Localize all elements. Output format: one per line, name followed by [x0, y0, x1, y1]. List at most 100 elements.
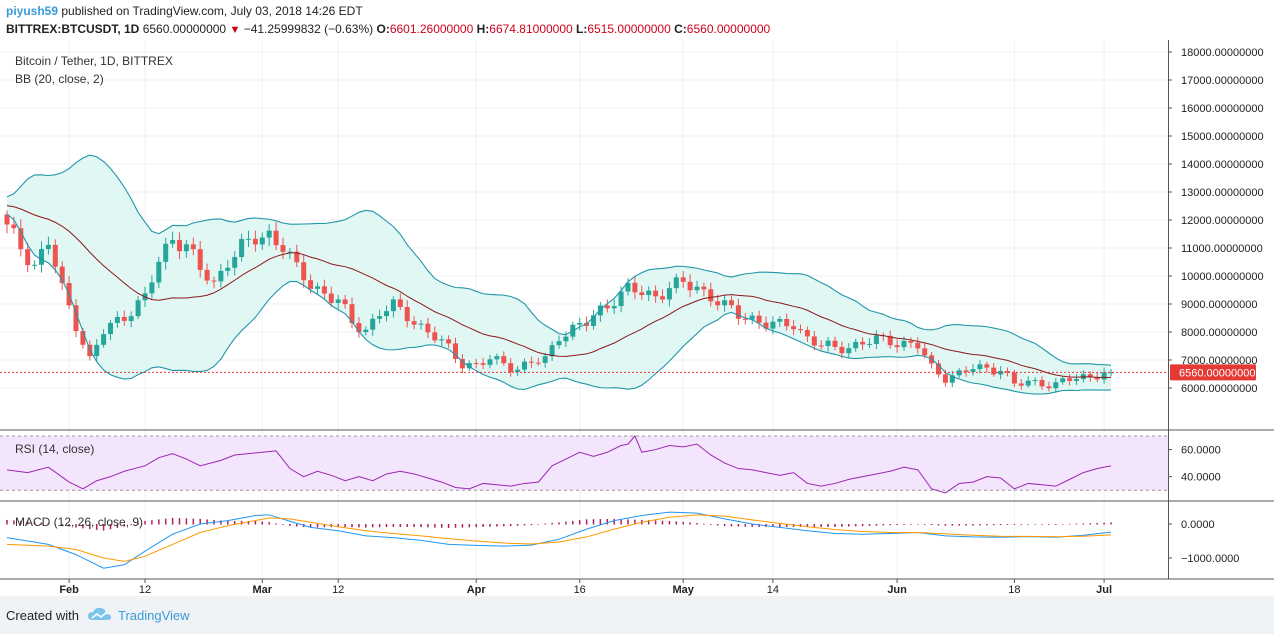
- low-label: L:: [576, 22, 588, 36]
- candle-body: [349, 304, 355, 324]
- price-tick-label: 10000.00000000: [1181, 271, 1264, 283]
- tradingview-cloud-icon[interactable]: [87, 606, 113, 624]
- candle-body: [756, 315, 762, 323]
- candle-body: [1046, 386, 1052, 389]
- candle-body: [528, 361, 534, 363]
- x-tick-label: 16: [574, 584, 586, 596]
- candle-body: [1011, 372, 1017, 384]
- candle-body: [839, 346, 845, 354]
- last-price-tag-label: 6560.00000000: [1179, 367, 1255, 379]
- open-label: O:: [376, 22, 390, 36]
- close-label: C:: [674, 22, 687, 36]
- price-tick-label: 13000.00000000: [1181, 187, 1264, 199]
- x-axis-labels: Feb 12 Mar 12 Apr 16 May 14 Jun 18 Jul: [59, 579, 1112, 596]
- candle-body: [873, 335, 879, 344]
- candle-body: [963, 370, 969, 372]
- chart-canvas[interactable]: 18000.00000000 17000.00000000 16000.000000…: [0, 40, 1274, 596]
- candle-body: [508, 363, 514, 372]
- candle-body: [515, 369, 521, 372]
- candle-body: [894, 345, 900, 348]
- last-price-text: 6560.00000000: [142, 22, 227, 36]
- candle-body: [308, 280, 314, 289]
- price-tick-label: 11000.00000000: [1181, 243, 1263, 255]
- close-value: 6560.00000000: [686, 22, 771, 36]
- candle-body: [1005, 370, 1010, 373]
- candle-body: [915, 342, 921, 349]
- candle-body: [1018, 383, 1024, 386]
- candle-body: [466, 363, 472, 369]
- macd-tick-label: −1000.0000: [1181, 553, 1239, 565]
- candle-body: [211, 280, 217, 282]
- candle-body: [418, 323, 424, 325]
- candle-body: [646, 290, 652, 296]
- candle-body: [335, 299, 341, 303]
- candle-body: [936, 363, 941, 375]
- x-tick-label: 12: [332, 584, 344, 596]
- candle-body: [73, 305, 79, 332]
- candle-body: [618, 291, 624, 307]
- candle-body: [135, 300, 141, 317]
- bollinger-fill: [7, 155, 1111, 395]
- candle-body: [259, 237, 265, 245]
- candle-body: [522, 361, 527, 370]
- candle-body: [294, 251, 300, 263]
- candle-body: [1039, 380, 1045, 387]
- candle-body: [825, 340, 831, 346]
- rsi-tick-label: 60.0000: [1181, 445, 1221, 457]
- candle-body: [501, 356, 507, 364]
- candle-body: [315, 286, 320, 289]
- candle-body: [121, 316, 127, 321]
- candle-body: [252, 238, 258, 245]
- candle-body: [163, 243, 169, 262]
- x-tick-label: Feb: [59, 584, 79, 596]
- candle-body: [922, 348, 928, 356]
- candle-body: [4, 214, 10, 225]
- candle-body: [729, 300, 734, 306]
- macd-tick-label: 0.0000: [1181, 519, 1215, 531]
- price-tick-label: 7000.00000000: [1181, 355, 1257, 367]
- macd-legend: MACD (12, 26, close, 9): [15, 515, 143, 529]
- high-value: 6674.81000000: [489, 22, 573, 36]
- candle-body: [404, 306, 410, 322]
- candle-body: [446, 339, 452, 344]
- candle-body: [328, 293, 334, 303]
- candle-body: [591, 315, 596, 326]
- candle-body: [52, 244, 58, 267]
- candle-body: [853, 341, 859, 349]
- candle-body: [860, 341, 866, 345]
- high-label: H:: [476, 22, 490, 36]
- candle-body: [190, 244, 196, 250]
- candle-body: [577, 322, 583, 325]
- candle-body: [694, 286, 700, 291]
- candle-body: [563, 336, 569, 342]
- price-tick-label: 16000.00000000: [1181, 103, 1264, 115]
- candle-body: [473, 363, 479, 365]
- candle-body: [45, 244, 51, 250]
- candle-body: [273, 230, 279, 246]
- publish-text: published on TradingView.com, July 03, 2…: [58, 4, 363, 18]
- candle-body: [280, 245, 286, 252]
- bollinger-basis-line: [6, 205, 1112, 379]
- candle-body: [439, 339, 445, 341]
- candle-body: [301, 262, 307, 281]
- candle-body: [480, 363, 486, 365]
- candle-body: [535, 362, 541, 364]
- candle-body: [94, 344, 100, 357]
- x-tick-label: 12: [139, 584, 151, 596]
- candle-body: [32, 264, 38, 266]
- candle-body: [487, 359, 493, 365]
- symbol-title: Bitcoin / Tether, 1D, BITTREX: [15, 54, 173, 68]
- candle-body: [453, 343, 458, 359]
- author-link[interactable]: piyush59: [6, 4, 59, 18]
- rsi-line: [6, 435, 1112, 494]
- candle-body: [101, 334, 107, 345]
- candle-body: [942, 374, 948, 383]
- x-tick-label: 14: [767, 584, 779, 596]
- price-tick-label: 8000.00000000: [1181, 327, 1257, 339]
- chart-header: piyush59 published on TradingView.com, J…: [0, 0, 1274, 40]
- bollinger-band-area: [7, 155, 1111, 395]
- macd-series: [6, 511, 1112, 569]
- y-axis-labels: 18000.00000000 17000.00000000 16000.000000…: [1168, 47, 1264, 565]
- candle-body: [156, 261, 162, 283]
- tradingview-brand-link[interactable]: TradingView: [118, 608, 190, 623]
